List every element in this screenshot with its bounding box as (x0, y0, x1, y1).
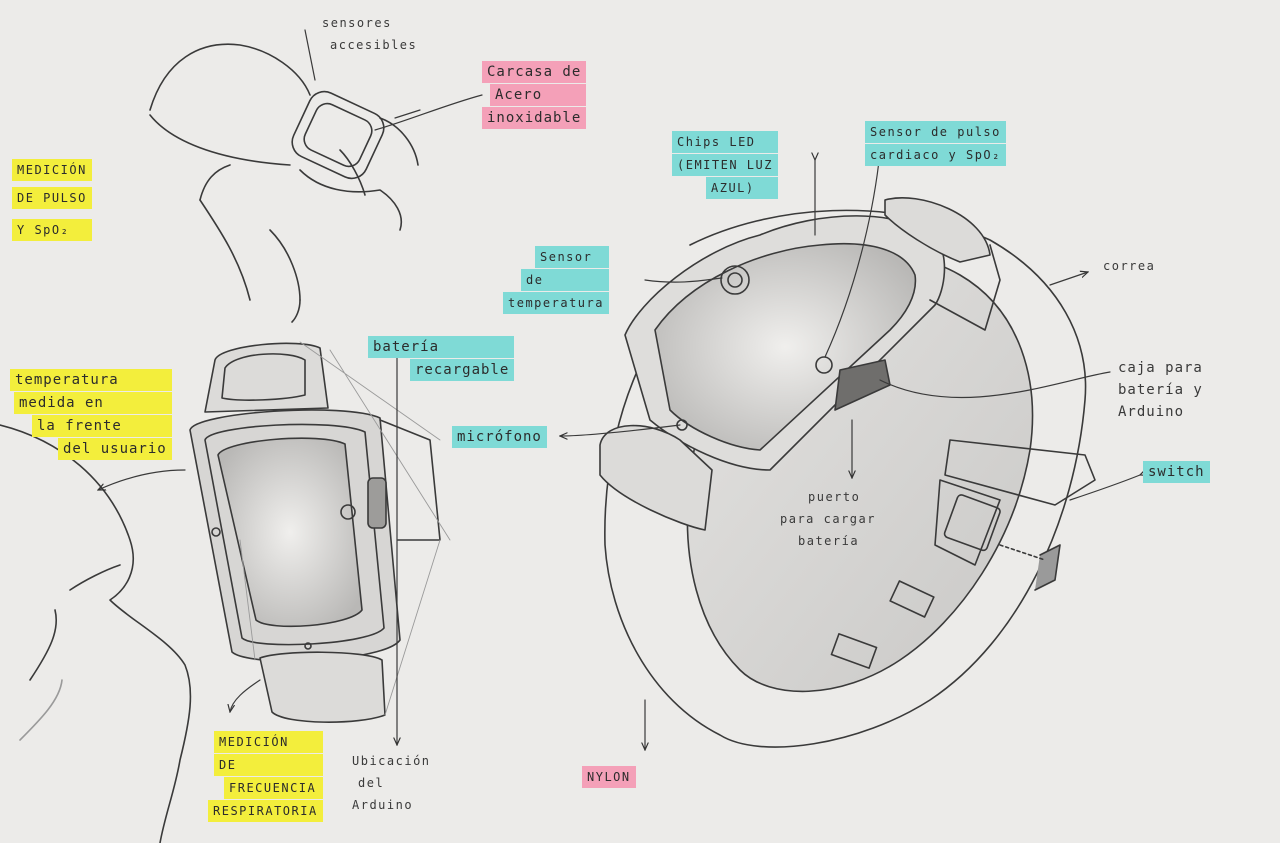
label-sensor-temperatura: Sensor de temperatura (503, 245, 609, 315)
hand-sketch (149, 29, 421, 323)
label-carcasa: Carcasa de Acero inoxidable (482, 60, 587, 130)
watch-perspective-view (599, 196, 1096, 748)
watch-front-view (189, 341, 451, 723)
leader-lines (98, 94, 1140, 750)
label-medicion-pulso: MEDICIÓN DE PULSO Y SpO₂ (12, 158, 92, 242)
label-temperatura-frente: temperatura medida en la frente del usua… (10, 368, 172, 461)
label-bateria-recargable: batería recargable (368, 335, 515, 382)
label-puerto-cargar: puerto para cargar batería (780, 490, 876, 548)
label-caja-bateria: caja para batería y Arduino (1118, 360, 1203, 420)
label-switch: switch (1143, 460, 1210, 484)
label-chips-led: Chips LED (EMITEN LUZ AZUL) (672, 130, 778, 200)
label-sensor-pulso: Sensor de pulso cardiaco y SpO₂ (865, 120, 1006, 167)
label-sensores-accesibles: sensores accesibles (322, 16, 418, 52)
face-profile-sketch (0, 424, 192, 843)
label-ubicacion-arduino: Ubicación del Arduino (352, 754, 431, 812)
label-nylon: NYLON (582, 765, 636, 789)
label-frecuencia-respiratoria: MEDICIÓN DE FRECUENCIA RESPIRATORIA (208, 730, 323, 823)
label-correa: correa (1103, 259, 1156, 273)
label-microfono: micrófono (452, 425, 547, 449)
